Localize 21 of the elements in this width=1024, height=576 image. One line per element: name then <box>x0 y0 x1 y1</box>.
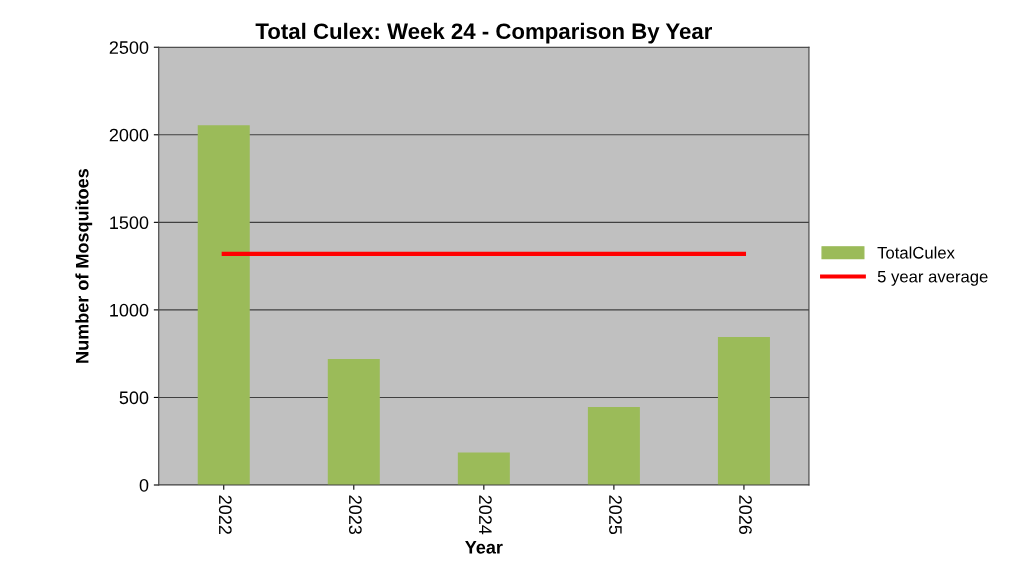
x-axis-title: Year <box>465 541 503 554</box>
x-tick-label: 2022 <box>218 495 232 534</box>
bar <box>587 407 640 485</box>
y-tick-label: 1000 <box>110 303 149 317</box>
x-tick-label: 2024 <box>478 495 492 535</box>
x-tick-label: 2026 <box>739 495 752 535</box>
legend-label: 5 year average <box>877 270 988 286</box>
x-tick-label: 2023 <box>348 495 362 535</box>
bar <box>717 337 770 485</box>
y-tick-label: 0 <box>139 478 149 492</box>
bar <box>457 452 510 485</box>
y-tick-label: 2000 <box>109 128 149 142</box>
y-tick-label: 500 <box>119 391 149 405</box>
y-tick-label: 2500 <box>109 41 149 54</box>
legend-label: TotalCulex <box>877 246 955 259</box>
x-tick-label: 2025 <box>609 495 622 535</box>
bar <box>197 125 250 485</box>
y-tick-label: 1500 <box>110 216 149 230</box>
bar <box>327 358 380 485</box>
y-axis-title: Number of Mosquitoes <box>75 169 93 363</box>
chart-title: Total Culex: Week 24 - Comparison By Year <box>255 22 713 44</box>
